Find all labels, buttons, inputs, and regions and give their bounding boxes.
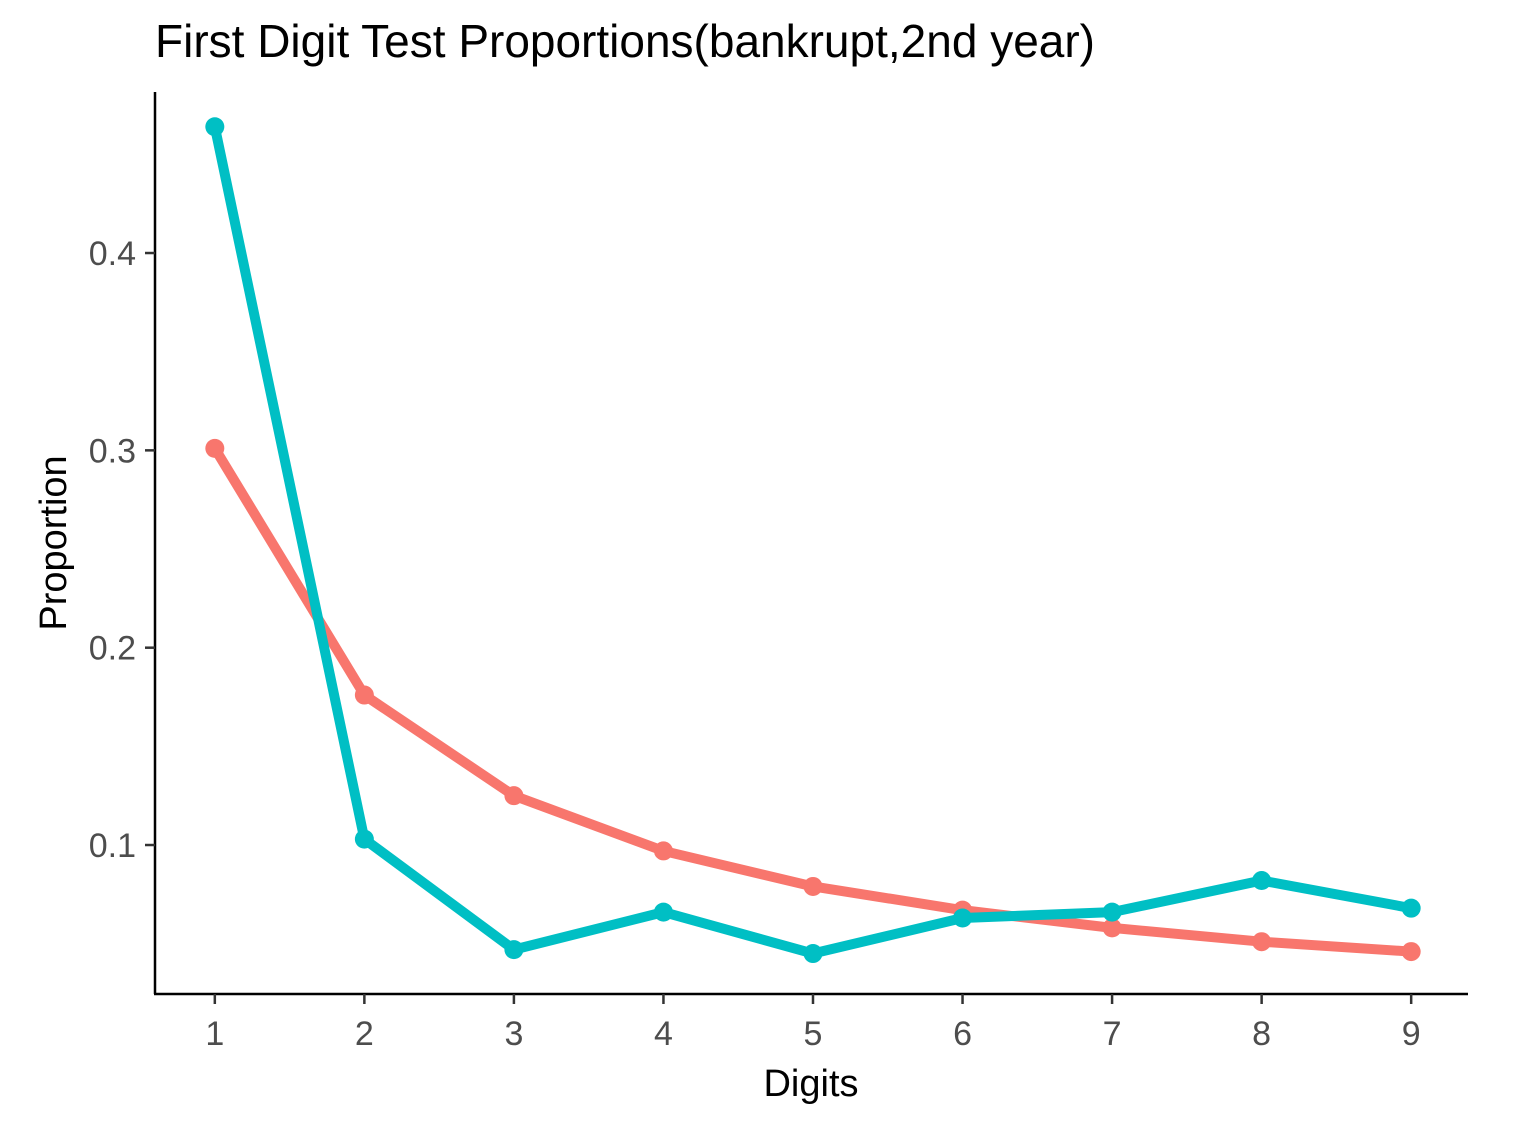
series-2-point — [205, 117, 225, 137]
series-1-point — [504, 786, 524, 806]
series-1-point — [205, 438, 225, 458]
y-axis-title: Proportion — [33, 455, 75, 630]
series-1-point — [1252, 932, 1272, 952]
chart-title: First Digit Test Proportions(bankrupt,2n… — [155, 15, 1095, 67]
x-tick-label: 2 — [355, 1015, 374, 1053]
series-1-point — [653, 841, 673, 861]
x-tick-label: 6 — [953, 1015, 972, 1053]
series-2-point — [354, 829, 374, 849]
series-2-point — [1102, 902, 1122, 922]
x-axis-ticks: 1 2 3 4 5 6 7 8 9 — [205, 994, 1421, 1053]
series-2-point — [1401, 898, 1421, 918]
x-tick-label: 9 — [1402, 1015, 1421, 1053]
series-2-point — [504, 940, 524, 960]
x-tick-label: 8 — [1252, 1015, 1271, 1053]
series-1-point — [1102, 918, 1122, 938]
series-2-point — [1252, 871, 1272, 891]
series-2-point — [953, 908, 973, 928]
x-tick-label: 1 — [205, 1015, 224, 1053]
series-1-point — [354, 685, 374, 705]
series-line-1 — [209, 443, 1417, 957]
y-axis-ticks: 0.1 0.2 0.3 0.4 — [89, 235, 155, 865]
series-1-point — [1401, 942, 1421, 962]
x-tick-label: 4 — [654, 1015, 673, 1053]
y-tick-label: 0.2 — [89, 630, 136, 668]
y-tick-label: 0.4 — [89, 235, 136, 273]
x-tick-label: 7 — [1103, 1015, 1122, 1053]
x-axis-title: Digits — [763, 1063, 858, 1105]
y-tick-label: 0.3 — [89, 432, 136, 470]
series-2-point — [653, 902, 673, 922]
series-layer — [205, 117, 1421, 964]
series-2-point — [803, 944, 823, 964]
y-tick-label: 0.1 — [89, 827, 136, 865]
series-line-2 — [209, 121, 1417, 959]
series-1-point — [803, 876, 823, 896]
x-tick-label: 5 — [804, 1015, 823, 1053]
x-tick-label: 3 — [504, 1015, 523, 1053]
